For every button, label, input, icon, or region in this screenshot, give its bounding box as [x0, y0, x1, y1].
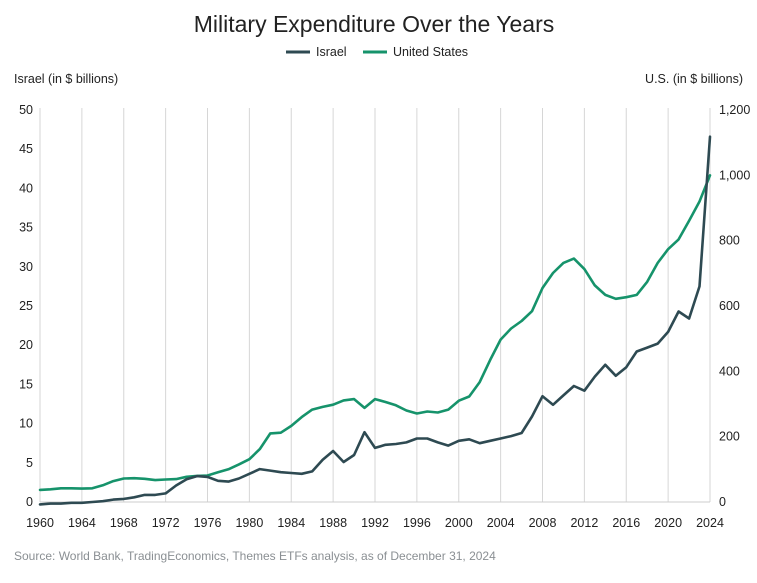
x-tick-label-2008: 2008: [529, 516, 557, 530]
y-left-tick-label-45: 45: [19, 142, 33, 156]
x-tick-label-1992: 1992: [361, 516, 389, 530]
y-left-tick-label-40: 40: [19, 181, 33, 195]
source-note: Source: World Bank, TradingEconomics, Th…: [14, 549, 496, 563]
y-axis-right: 0 200 400 600 800 1,000 1,200: [719, 103, 750, 509]
x-axis: 1960 1964 1968 1972 1976 1980 1984 1988 1992 1996…: [26, 516, 724, 530]
series-line-israel: [38, 135, 712, 506]
y-right-tick-label-200: 200: [719, 430, 740, 444]
y-left-tick-label-10: 10: [19, 417, 33, 431]
x-tick-label-2004: 2004: [487, 516, 515, 530]
y-left-tick-label-0: 0: [26, 495, 33, 509]
x-tick-label-2020: 2020: [654, 516, 682, 530]
plot-area: [38, 135, 712, 506]
grid: [39, 108, 711, 502]
y-left-tick-label-15: 15: [19, 377, 33, 391]
x-tick-label-2016: 2016: [612, 516, 640, 530]
x-tick-label-2024: 2024: [696, 516, 724, 530]
x-tick-label-2000: 2000: [445, 516, 473, 530]
y-right-tick-label-0: 0: [719, 495, 726, 509]
x-tick-label-2012: 2012: [570, 516, 598, 530]
y-axis-label-right: U.S. (in $ billions): [645, 72, 743, 86]
chart-title: Military Expenditure Over the Years: [194, 11, 555, 37]
x-tick-label-1980: 1980: [235, 516, 263, 530]
x-tick-label-1968: 1968: [110, 516, 138, 530]
y-left-tick-label-30: 30: [19, 260, 33, 274]
x-tick-label-1972: 1972: [152, 516, 180, 530]
y-left-tick-label-20: 20: [19, 338, 33, 352]
y-left-tick-label-50: 50: [19, 103, 33, 117]
y-right-tick-label-800: 800: [719, 234, 740, 248]
x-tick-label-1996: 1996: [403, 516, 431, 530]
y-right-tick-label-1200: 1,200: [719, 103, 750, 117]
y-right-tick-label-600: 600: [719, 299, 740, 313]
x-tick-label-1988: 1988: [319, 516, 347, 530]
legend-label-israel: Israel: [316, 45, 347, 59]
x-tick-label-1964: 1964: [68, 516, 96, 530]
x-tick-label-1960: 1960: [26, 516, 54, 530]
y-axis-label-left: Israel (in $ billions): [14, 72, 118, 86]
legend: Israel United States: [286, 45, 468, 59]
x-tick-label-1984: 1984: [277, 516, 305, 530]
x-tick-label-1976: 1976: [194, 516, 222, 530]
y-left-tick-label-25: 25: [19, 299, 33, 313]
y-right-tick-label-400: 400: [719, 364, 740, 378]
y-right-tick-label-1000: 1,000: [719, 168, 750, 182]
legend-label-us: United States: [393, 45, 468, 59]
series-line-united-states: [38, 174, 712, 492]
y-axis-left: 0 5 10 15 20 25 30 35 40 45 50: [19, 103, 33, 509]
y-left-tick-label-35: 35: [19, 221, 33, 235]
y-left-tick-label-5: 5: [26, 456, 33, 470]
